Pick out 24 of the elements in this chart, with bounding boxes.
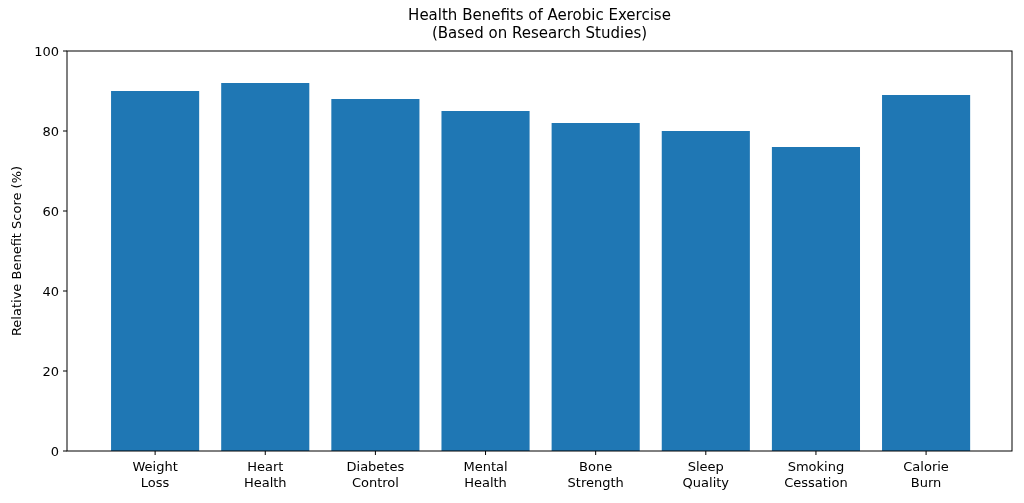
y-tick-label: 40 <box>42 283 59 299</box>
x-tick-label: Calorie Burn <box>903 459 949 490</box>
x-tick-label: Smoking Cessation <box>784 459 848 490</box>
chart-title: Health Benefits of Aerobic Exercise (Based on Research Studies) <box>408 6 671 42</box>
bar <box>661 131 750 451</box>
y-tick-label: 100 <box>34 43 59 59</box>
x-tick-label: Sleep Quality <box>682 459 730 490</box>
y-tick-label: 0 <box>50 443 59 459</box>
x-tick-label: Mental Health <box>463 459 508 490</box>
bar <box>441 111 530 451</box>
bar <box>771 147 861 451</box>
bar <box>111 91 200 451</box>
x-tick-label: Bone Strength <box>567 459 624 490</box>
y-tick-label: 20 <box>42 363 59 379</box>
bar <box>331 99 420 451</box>
y-tick-label: 60 <box>42 203 59 219</box>
y-axis-title: Relative Benefit Score (%) <box>9 165 24 337</box>
x-tick-label: Diabetes Control <box>346 459 405 490</box>
x-tick-label: Heart Health <box>243 459 287 490</box>
bar <box>882 95 971 451</box>
x-tick-label: Weight Loss <box>132 459 178 490</box>
bar <box>551 123 640 451</box>
bar <box>221 83 310 451</box>
y-tick-label: 80 <box>42 123 59 139</box>
